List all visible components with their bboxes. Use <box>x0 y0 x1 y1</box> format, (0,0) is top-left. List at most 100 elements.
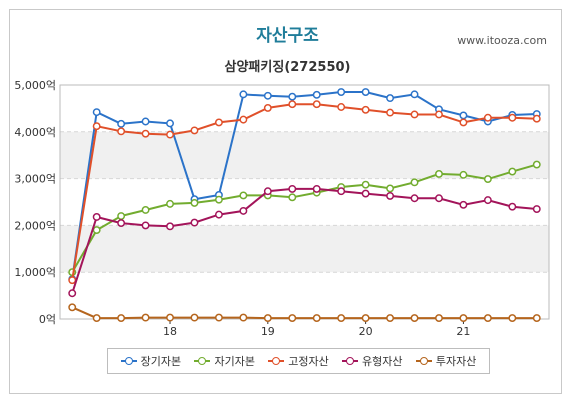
series-3-point <box>410 110 419 119</box>
legend-label: 유형자산 <box>362 355 403 368</box>
y-tick-label: 4,000억 <box>14 126 56 139</box>
legend-item-5[interactable]: 투자자산 <box>415 353 477 369</box>
series-4-point <box>214 210 223 219</box>
x-tick-label: 21 <box>456 325 470 338</box>
y-tick-label: 1,000억 <box>14 266 56 279</box>
series-5-point <box>288 314 297 323</box>
series-3-point <box>68 276 77 285</box>
series-4-point <box>361 189 370 198</box>
series-4-point <box>92 213 101 221</box>
series-3-point <box>459 118 468 127</box>
series-3-point <box>361 105 370 114</box>
legend-label: 투자자산 <box>435 355 477 368</box>
series-1-point <box>386 94 395 103</box>
series-3-point <box>190 126 199 135</box>
y-tick-label: 0억 <box>39 313 56 326</box>
series-4-point <box>117 219 126 228</box>
legend-marker-icon <box>268 356 285 366</box>
legend-label: 자기자본 <box>214 355 255 368</box>
y-tick-label: 3,000억 <box>14 173 56 186</box>
series-5-point <box>410 314 419 323</box>
series-2-point <box>214 195 223 204</box>
series-5-point <box>239 313 248 322</box>
series-1-point <box>92 108 101 117</box>
legend-label: 장기자본 <box>140 355 182 368</box>
series-1-point <box>337 88 346 96</box>
source-label[interactable]: www.itooza.com <box>457 34 547 47</box>
series-5-point <box>386 314 395 323</box>
series-2-point <box>361 180 370 189</box>
series-1-point <box>459 111 468 120</box>
chart-title: 자산구조 <box>256 26 319 46</box>
series-2-point <box>532 160 541 169</box>
legend-marker-icon <box>415 356 432 366</box>
series-4-point <box>386 191 395 200</box>
series-5-point <box>435 314 443 323</box>
series-4-point <box>435 194 443 203</box>
legend-item-4[interactable]: 유형자산 <box>342 353 403 369</box>
series-2-point <box>386 184 395 193</box>
series-3-point <box>166 130 174 139</box>
series-3-point <box>435 110 443 119</box>
series-5-point <box>532 314 541 323</box>
plot-band <box>60 131 549 179</box>
series-5-point <box>312 314 321 323</box>
series-4-point <box>263 187 272 196</box>
series-1-point <box>117 119 126 128</box>
series-2-point <box>435 169 443 178</box>
series-2-point <box>166 199 174 208</box>
series-2-point <box>288 193 297 202</box>
legend-marker-icon <box>194 356 211 366</box>
chart-subtitle: 삼양패키징(272550) <box>224 60 351 75</box>
series-5-point <box>141 313 150 322</box>
series-3-point <box>214 118 223 127</box>
series-5-point <box>190 313 199 322</box>
chart-frame <box>9 9 562 394</box>
series-4-point <box>288 184 297 193</box>
series-2-point <box>508 167 517 176</box>
series-3-point <box>117 127 126 136</box>
series-5-point <box>214 313 223 322</box>
series-2-point <box>117 212 126 220</box>
series-line-2 <box>71 163 538 273</box>
series-4-point <box>483 196 492 205</box>
series-4-point <box>190 218 199 227</box>
legend-item-1[interactable]: 장기자본 <box>120 353 182 369</box>
series-5-point <box>337 314 346 323</box>
series-line-3 <box>71 103 537 281</box>
series-2-point <box>483 175 492 184</box>
series-1-point <box>288 92 297 101</box>
series-3-point <box>532 114 541 123</box>
x-tick-label: 20 <box>359 325 373 338</box>
series-2-point <box>239 191 248 200</box>
series-4-point <box>508 202 517 211</box>
legend-item-2[interactable]: 자기자본 <box>194 353 255 369</box>
series-4-point <box>141 221 150 230</box>
legend-marker-icon <box>120 356 137 366</box>
series-3-point <box>239 115 248 124</box>
series-4-point <box>312 184 321 193</box>
series-3-point <box>386 108 395 117</box>
legend-marker-icon <box>342 356 359 366</box>
series-2-point <box>92 226 101 235</box>
series-4-point <box>337 187 346 196</box>
legend-item-3[interactable]: 고정자산 <box>268 353 329 369</box>
series-5-point <box>92 314 101 323</box>
legend-label: 고정자산 <box>288 355 329 368</box>
series-1-point <box>239 90 248 99</box>
series-2-point <box>141 206 150 214</box>
series-5-point <box>483 314 492 323</box>
series-3-point <box>508 113 517 122</box>
series-4-point <box>239 206 248 215</box>
series-line-1 <box>71 91 537 280</box>
series-1-point <box>263 91 272 100</box>
series-3-point <box>141 129 150 138</box>
series-5-point <box>459 314 468 323</box>
y-tick-label: 5,000억 <box>14 79 56 92</box>
y-tick-label: 2,000억 <box>14 219 56 232</box>
series-1-point <box>141 117 150 126</box>
series-5-point <box>508 314 517 323</box>
series-1-point <box>410 90 419 99</box>
series-3-point <box>92 122 101 131</box>
